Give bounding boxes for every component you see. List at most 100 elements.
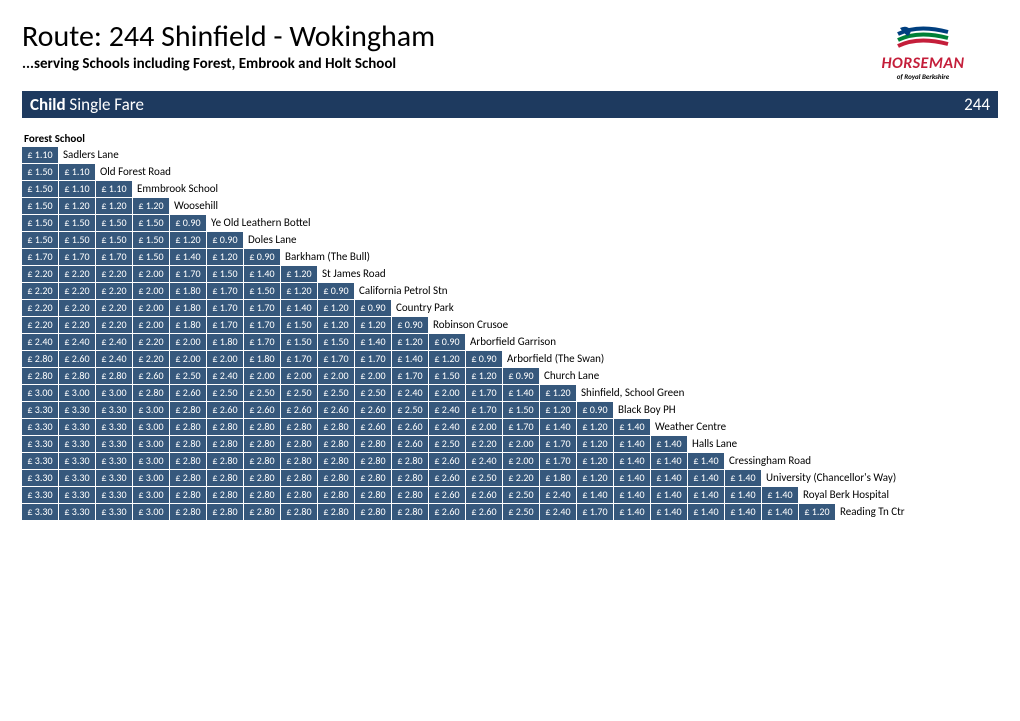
fare-row: £ 2.80£ 2.80£ 2.80£ 2.60£ 2.50£ 2.40£ 2.… <box>22 367 998 384</box>
fare-cell: £ 2.50 <box>466 470 502 486</box>
fare-cell: £ 3.00 <box>133 504 169 520</box>
fare-cell: £ 2.50 <box>392 402 428 418</box>
fare-cell: £ 1.50 <box>96 215 132 231</box>
fare-cell: £ 2.50 <box>170 368 206 384</box>
fare-cell: £ 3.30 <box>22 504 58 520</box>
fare-cell: £ 2.80 <box>244 487 280 503</box>
fare-cell: £ 1.50 <box>59 232 95 248</box>
fare-cell: £ 2.80 <box>318 487 354 503</box>
fare-cell: £ 1.10 <box>22 147 58 163</box>
fare-cell: £ 2.80 <box>170 470 206 486</box>
fare-cell: £ 2.60 <box>429 487 465 503</box>
fare-cell: £ 2.80 <box>170 453 206 469</box>
fare-cell: £ 3.30 <box>59 453 95 469</box>
destination-stop: Arborfield Garrison <box>466 335 556 348</box>
fare-cell: £ 1.40 <box>725 470 761 486</box>
fare-cell: £ 0.90 <box>170 215 206 231</box>
fare-cell: £ 0.90 <box>429 334 465 350</box>
fare-cell: £ 1.40 <box>503 385 539 401</box>
fare-cell: £ 3.00 <box>133 419 169 435</box>
destination-stop: Barkham (The Bull) <box>281 250 370 263</box>
fare-row: £ 3.30£ 3.30£ 3.30£ 3.00£ 2.80£ 2.80£ 2.… <box>22 503 998 520</box>
fare-cell: £ 3.00 <box>133 402 169 418</box>
fare-cell: £ 2.50 <box>318 385 354 401</box>
fare-cell: £ 1.20 <box>170 232 206 248</box>
fare-cell: £ 1.50 <box>429 368 465 384</box>
fare-cell: £ 2.40 <box>429 419 465 435</box>
fare-cell: £ 1.40 <box>651 470 687 486</box>
fare-cell: £ 2.80 <box>392 470 428 486</box>
fare-row: £ 2.20£ 2.20£ 2.20£ 2.00£ 1.80£ 1.70£ 1.… <box>22 316 998 333</box>
fare-cell: £ 0.90 <box>577 402 613 418</box>
fare-cell: £ 3.30 <box>59 419 95 435</box>
fare-cell: £ 2.50 <box>503 487 539 503</box>
fare-cell: £ 1.40 <box>614 487 650 503</box>
fare-cell: £ 2.80 <box>318 504 354 520</box>
fare-cell: £ 1.70 <box>244 317 280 333</box>
route-subtitle: ...serving Schools including Forest, Emb… <box>22 55 848 73</box>
fare-cell: £ 1.20 <box>355 317 391 333</box>
fare-cell: £ 1.40 <box>651 504 687 520</box>
header-text: Route: 244 Shinfield - Wokingham ...serv… <box>22 20 848 73</box>
fare-cell: £ 2.80 <box>281 419 317 435</box>
fare-row: £ 3.30£ 3.30£ 3.30£ 3.00£ 2.80£ 2.60£ 2.… <box>22 401 998 418</box>
fare-cell: £ 2.00 <box>244 368 280 384</box>
destination-stop: Royal Berk Hospital <box>799 488 889 501</box>
fare-cell: £ 2.80 <box>170 487 206 503</box>
fare-cell: £ 2.80 <box>170 402 206 418</box>
fare-cell: £ 1.70 <box>540 436 576 452</box>
fare-cell: £ 3.30 <box>59 504 95 520</box>
fare-cell: £ 1.40 <box>762 487 798 503</box>
fare-cell: £ 3.30 <box>22 470 58 486</box>
fare-cell: £ 3.00 <box>133 487 169 503</box>
fare-cell: £ 1.40 <box>688 504 724 520</box>
fare-cell: £ 2.80 <box>392 453 428 469</box>
destination-stop: Sadlers Lane <box>59 148 119 161</box>
destination-stop: Shinfield, School Green <box>577 386 684 399</box>
fare-cell: £ 2.00 <box>503 436 539 452</box>
fare-cell: £ 2.80 <box>355 487 391 503</box>
fare-row: £ 1.50£ 1.10Old Forest Road <box>22 163 998 180</box>
fare-cell: £ 1.50 <box>503 402 539 418</box>
fare-row: £ 3.30£ 3.30£ 3.30£ 3.00£ 2.80£ 2.80£ 2.… <box>22 469 998 486</box>
fare-cell: £ 3.00 <box>59 385 95 401</box>
fare-cell: £ 2.20 <box>503 470 539 486</box>
fare-cell: £ 1.70 <box>96 249 132 265</box>
fare-cell: £ 1.20 <box>577 453 613 469</box>
fare-cell: £ 2.60 <box>392 436 428 452</box>
fare-cell: £ 2.20 <box>96 300 132 316</box>
destination-stop: Doles Lane <box>244 233 297 246</box>
fare-type-bold: Child <box>30 94 66 115</box>
fare-cell: £ 2.80 <box>244 453 280 469</box>
fare-cell: £ 2.00 <box>170 351 206 367</box>
fare-cell: £ 2.00 <box>466 419 502 435</box>
fare-cell: £ 2.80 <box>244 436 280 452</box>
fare-cell: £ 1.40 <box>392 351 428 367</box>
fare-cell: £ 2.60 <box>429 453 465 469</box>
fare-cell: £ 0.90 <box>244 249 280 265</box>
fare-cell: £ 3.00 <box>133 453 169 469</box>
fare-cell: £ 1.40 <box>244 266 280 282</box>
fare-cell: £ 2.20 <box>96 266 132 282</box>
fare-cell: £ 3.30 <box>96 436 132 452</box>
fare-cell: £ 2.20 <box>22 283 58 299</box>
fare-cell: £ 1.50 <box>22 181 58 197</box>
fare-cell: £ 1.40 <box>725 487 761 503</box>
fare-row: £ 1.50£ 1.50£ 1.50£ 1.50£ 1.20£ 0.90Dole… <box>22 231 998 248</box>
fare-cell: £ 2.40 <box>207 368 243 384</box>
fare-cell: £ 3.30 <box>22 487 58 503</box>
fare-cell: £ 2.60 <box>429 504 465 520</box>
logo-text: HORSEMAN <box>848 56 998 72</box>
fare-cell: £ 2.40 <box>96 351 132 367</box>
fare-cell: £ 2.80 <box>170 436 206 452</box>
fare-cell: £ 1.40 <box>170 249 206 265</box>
fare-cell: £ 2.50 <box>281 385 317 401</box>
destination-stop: Cressingham Road <box>725 454 811 467</box>
fare-cell: £ 1.50 <box>59 215 95 231</box>
fare-row: £ 3.00£ 3.00£ 3.00£ 2.80£ 2.60£ 2.50£ 2.… <box>22 384 998 401</box>
fare-cell: £ 2.20 <box>59 300 95 316</box>
fare-row: £ 1.50£ 1.10£ 1.10Emmbrook School <box>22 180 998 197</box>
fare-cell: £ 1.40 <box>614 470 650 486</box>
destination-stop: Emmbrook School <box>133 182 218 195</box>
fare-type-band: Child Single Fare 244 <box>22 91 998 118</box>
